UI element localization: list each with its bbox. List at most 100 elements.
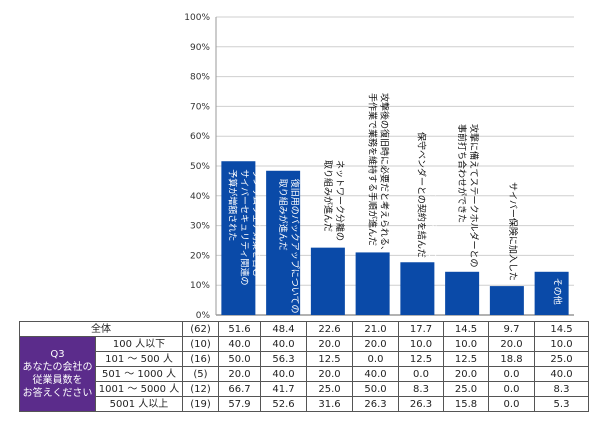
table-cell: 20.0 bbox=[306, 366, 353, 382]
table-cell: 17.7 bbox=[398, 321, 444, 337]
table-cell: 18.8 bbox=[488, 351, 535, 367]
table-cell: 40.0 bbox=[260, 366, 307, 382]
bar bbox=[534, 271, 569, 315]
y-tick-label: 20% bbox=[190, 251, 210, 261]
table-cell: 25.0 bbox=[534, 351, 589, 367]
table-cell: 31.6 bbox=[306, 396, 353, 412]
y-tick-label: 70% bbox=[190, 102, 210, 112]
table-cell: 26.3 bbox=[352, 396, 399, 412]
table-cell: 40.0 bbox=[534, 366, 589, 382]
bar bbox=[400, 262, 435, 315]
row-label: 100 人以下 bbox=[95, 336, 183, 352]
table-cell: 5.3 bbox=[534, 396, 589, 412]
table-cell: 12.5 bbox=[306, 351, 353, 367]
table-cell: 14.5 bbox=[443, 321, 489, 337]
y-tick-label: 60% bbox=[190, 132, 210, 142]
row-label: 101 〜 500 人 bbox=[95, 351, 183, 367]
row-count: (19) bbox=[182, 396, 219, 412]
table-cell: 25.0 bbox=[443, 381, 489, 397]
table-cell: 40.0 bbox=[260, 336, 307, 352]
bar bbox=[266, 170, 301, 315]
y-tick-label: 50% bbox=[190, 162, 210, 172]
table-cell: 21.0 bbox=[352, 321, 399, 337]
table-cell: 22.6 bbox=[306, 321, 353, 337]
table-row: 1001 〜 5000 人 (12) 66.7 41.7 25.0 50.0 8.3 25.0… bbox=[20, 381, 589, 397]
row-count: (5) bbox=[182, 366, 219, 382]
table-cell: 50.0 bbox=[352, 381, 399, 397]
table-cell: 0.0 bbox=[488, 381, 535, 397]
y-tick-label: 0% bbox=[196, 311, 211, 320]
category-label: 予算が増額された bbox=[226, 169, 238, 241]
y-tick-label: 10% bbox=[190, 281, 210, 291]
table-cell: 20.0 bbox=[306, 336, 353, 352]
table-cell: 15.8 bbox=[443, 396, 489, 412]
category-label: 取り組みが進んだ bbox=[277, 179, 289, 251]
data-table: 全体 (62) 51.6 48.4 22.6 21.0 17.7 14.5 9.7 14.5 Q3 あ… bbox=[19, 321, 589, 412]
category-label: 取り組みが進んだ bbox=[322, 160, 334, 232]
category-label: 攻撃後にそなえて bbox=[426, 187, 438, 258]
table-cell: 41.7 bbox=[260, 381, 307, 397]
table-cell: 8.3 bbox=[534, 381, 589, 397]
table-cell: 0.0 bbox=[488, 366, 535, 382]
y-axis-ticks: 0% 10% 20% 30% 40% 50% 60% 70% 80% 90% 100% bbox=[184, 13, 210, 320]
table-cell: 0.0 bbox=[488, 396, 535, 412]
category-label: 復旧用のバックアップについての bbox=[289, 179, 301, 314]
chart-bars bbox=[221, 161, 569, 315]
table-cell: 0.0 bbox=[398, 366, 444, 382]
table-cell: 0.0 bbox=[352, 351, 399, 367]
table-row: 5001 人以上 (19) 57.9 52.6 31.6 26.3 26.3 15.8 0.0 5… bbox=[20, 396, 589, 412]
table-cell: 14.5 bbox=[534, 321, 589, 337]
row-label: 501 〜 1000 人 bbox=[95, 366, 183, 382]
row-count: (10) bbox=[182, 336, 219, 352]
row-label: 1001 〜 5000 人 bbox=[95, 381, 183, 397]
category-label: 手作業で業務を維持する手順が進んだ bbox=[367, 93, 379, 246]
y-tick-label: 90% bbox=[190, 43, 210, 53]
table-cell: 12.5 bbox=[443, 351, 489, 367]
category-label: サイバー保険に加入した bbox=[507, 182, 519, 281]
table-cell: 66.7 bbox=[218, 381, 261, 397]
table-cell: 50.0 bbox=[218, 351, 261, 367]
table-cell: 26.3 bbox=[398, 396, 444, 412]
category-label: 攻撃後の復旧時に必要だと考えられる、 bbox=[379, 93, 391, 255]
category-label: ネットワーク分離の bbox=[334, 160, 346, 241]
table-cell: 40.0 bbox=[352, 366, 399, 382]
bar bbox=[221, 161, 256, 315]
table-cell: 10.0 bbox=[398, 336, 444, 352]
row-count: (12) bbox=[182, 381, 219, 397]
bar bbox=[445, 271, 480, 315]
table-cell: 48.4 bbox=[260, 321, 307, 337]
bar bbox=[489, 286, 524, 315]
table-cell: 20.0 bbox=[218, 366, 261, 382]
table-row: 101 〜 500 人 (16) 50.0 56.3 12.5 0.0 12.5 12.5 18… bbox=[20, 351, 589, 367]
bar bbox=[355, 252, 390, 315]
table-cell: 51.6 bbox=[218, 321, 261, 337]
category-label: ランサムウェア対策を含む bbox=[250, 169, 262, 277]
table-cell: 20.0 bbox=[352, 336, 399, 352]
y-tick-label: 100% bbox=[184, 13, 210, 23]
table-cell: 52.6 bbox=[260, 396, 307, 412]
category-label: サイバーセキュリティ関連の bbox=[238, 169, 250, 285]
table-cell: 56.3 bbox=[260, 351, 307, 367]
table-cell: 25.0 bbox=[306, 381, 353, 397]
y-tick-label: 80% bbox=[190, 73, 210, 83]
row-label: 5001 人以上 bbox=[95, 396, 183, 412]
table-cell: 40.0 bbox=[218, 336, 261, 352]
category-label: 保守ベンダーとの契約を結んだ bbox=[415, 132, 427, 258]
table-cell: 9.7 bbox=[488, 321, 535, 337]
y-tick-label: 40% bbox=[190, 192, 210, 202]
table-row: Q3 あなたの会社の 従業員数を お答えください 100 人以下 (10) 40.0 40.0… bbox=[19, 336, 589, 412]
category-label: その他 bbox=[552, 278, 564, 305]
row-count: (62) bbox=[182, 321, 219, 337]
row-count: (16) bbox=[182, 351, 219, 367]
table-cell: 12.5 bbox=[398, 351, 444, 367]
table-cell: 20.0 bbox=[488, 336, 535, 352]
y-tick-label: 30% bbox=[190, 222, 210, 232]
question-label: Q3 あなたの会社の 従業員数を お答えください bbox=[19, 336, 96, 412]
row-label: 全体 bbox=[19, 321, 183, 337]
table-row-total: 全体 (62) 51.6 48.4 22.6 21.0 17.7 14.5 9.7 14.5 bbox=[19, 321, 589, 337]
bar-chart: 0% 10% 20% 30% 40% 50% 60% 70% 80% 90% 100% ランサムウェ… bbox=[184, 13, 574, 320]
category-label: 攻撃に備えてステークホルダーとの bbox=[468, 124, 480, 267]
table-cell: 57.9 bbox=[218, 396, 261, 412]
table-cell: 10.0 bbox=[534, 336, 589, 352]
bar bbox=[310, 247, 345, 315]
